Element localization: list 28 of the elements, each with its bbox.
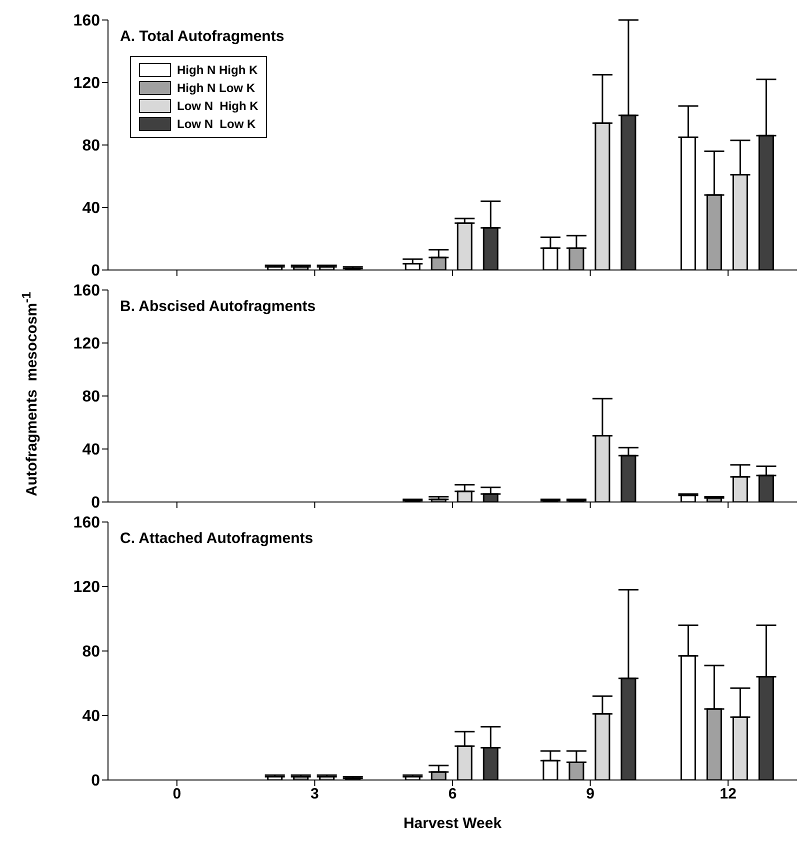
y-tick-label: 120 [73,75,100,92]
y-tick-label: 160 [73,12,100,30]
text: A. Total Autofragments [120,28,284,45]
y-tick-label: 40 [82,442,100,459]
x-tick-label: 6 [448,786,457,803]
legend-label: Low N High K [177,99,258,113]
y-tick-label: 80 [82,388,100,406]
legend-label: Low N Low K [177,117,256,131]
legend-label: High N Low K [177,81,255,95]
x-tick-label: 12 [720,786,736,803]
y-tick-label: 160 [73,282,100,300]
legend-label: High N High K [177,63,258,77]
y-tick-label: 0 [91,262,100,280]
x-tick-label: 0 [172,786,182,803]
y-tick-label: 80 [82,138,100,155]
y-tick-label: 120 [73,579,100,596]
x-tick-label: 9 [586,786,594,803]
y-tick-label: 40 [82,200,100,218]
y-tick-label: 40 [82,708,100,726]
text: C. Attached Autofragments [120,530,314,547]
y-tick-label: 120 [73,336,100,353]
x-axis-title: Harvest Week [403,815,502,832]
x-tick-label: 3 [310,786,319,803]
y-tick-label: 0 [91,772,100,790]
text: B. Abscised Autofragments [120,298,316,315]
y-tick-label: 80 [82,644,100,661]
y-tick-label: 0 [91,494,100,512]
y-tick-label: 160 [73,514,100,532]
